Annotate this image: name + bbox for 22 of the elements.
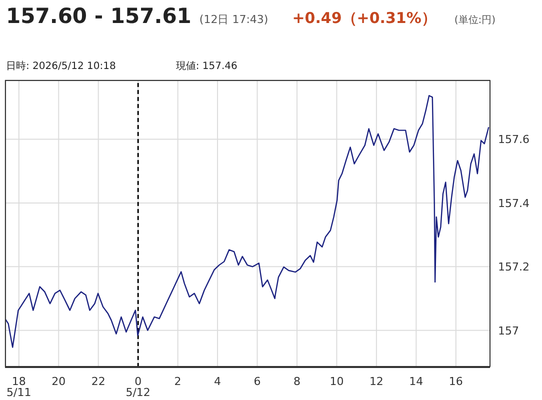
chart-title: 157.60 - 157.61	[6, 4, 192, 28]
x-tick-label: 14	[409, 375, 424, 388]
text: 日時: 2026/5/12 10:18	[6, 61, 116, 72]
x-tick-label: 22	[91, 375, 106, 388]
x-tick-label: 10	[330, 375, 344, 388]
x-tick-label: 20	[52, 375, 66, 388]
x-tick-label: 0 5/12	[126, 375, 150, 399]
text: 現値: 157.46	[176, 61, 238, 72]
x-tick-label: 16	[448, 375, 463, 388]
x-tick-label: 12	[369, 375, 384, 388]
x-tick-label: 6	[254, 375, 261, 388]
x-tick-label: 4	[214, 375, 222, 388]
y-tick-label: 157	[498, 324, 519, 338]
y-tick-label: 157.2	[498, 260, 530, 274]
text: (単位:円)	[454, 14, 496, 27]
x-tick-label: 18 5/11	[6, 375, 32, 399]
x-tick-label: 2	[174, 375, 182, 388]
y-tick-label: 157.6	[498, 133, 530, 146]
x-tick-label: 8	[293, 375, 300, 388]
text: (12日 17:43)	[199, 12, 268, 27]
y-tick-label: 157.4	[498, 196, 530, 210]
text: +0.49（+0.31%）	[292, 9, 436, 28]
